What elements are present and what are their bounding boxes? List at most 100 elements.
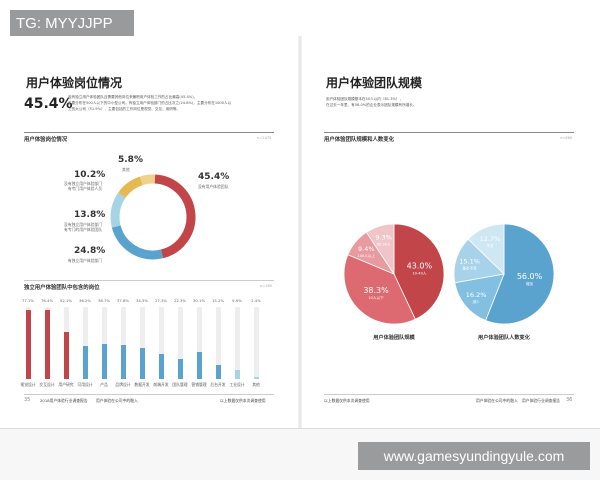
pie-slice-label: 基本不变: [462, 265, 477, 270]
pie-slice-label: 减少: [473, 299, 481, 304]
bar-track: [235, 307, 240, 379]
donut-segment: [118, 176, 143, 198]
donut-label-line: 没有独立用户体验部门: [64, 222, 102, 227]
bar-value-label: 76.4%: [40, 298, 54, 303]
pie-slice: [467, 223, 505, 275]
bar-category-label: 数据开发: [134, 382, 150, 387]
bar-track: [102, 307, 107, 379]
donut-section-title: 用户体验岗位情况: [24, 137, 68, 143]
footer-report: 用户体验行业调查报告: [522, 398, 560, 403]
bar-value-label: 52.1%: [59, 298, 73, 303]
donut-label-line: 有专门的用户体验团队: [64, 227, 102, 232]
donut-chart: [110, 174, 196, 260]
intro-line: 在过去一年里，有56.0%的企业表示团队规模有所增长。: [326, 103, 417, 107]
donut-label-line: 有专门用户体验人员: [67, 186, 102, 191]
bar-track: [140, 307, 145, 379]
bar-track: [178, 307, 183, 379]
bar-category-label: 品牌设计: [115, 382, 131, 387]
bar-category-label: 交互设计: [39, 382, 55, 387]
bar: [83, 346, 88, 379]
left-page-title: 用户体验岗位情况: [26, 76, 123, 90]
pie-slice-pct: 43.0%: [407, 261, 433, 270]
right-intro-paragraph: 用户体验团队规模基本在50人以内（81.3%）， 在过去一年里，有56.0%的企…: [326, 96, 486, 108]
bar: [102, 344, 107, 379]
pie-slice-pct: 56.0%: [517, 272, 543, 281]
donut-label-pct: 45.4%: [198, 172, 230, 182]
bar-track: [197, 307, 202, 379]
right-page-title: 用户体验团队规模: [326, 76, 423, 90]
donut-label-line: 没有独立用户体验部门: [64, 181, 102, 186]
pie-slice-pct: 15.1%: [459, 257, 480, 265]
pie-slice-label: 不变: [486, 243, 494, 248]
donut-segment: [110, 192, 126, 228]
pie-slice-label: 10人以下: [368, 295, 384, 300]
pie-slice: [453, 238, 505, 284]
bar-category-label: 后台开发: [210, 382, 226, 387]
bar-category-label: 团队管理: [172, 382, 188, 387]
bar-value-label: 34.3%: [135, 298, 149, 303]
section-rule: [24, 280, 274, 281]
pie-slice-label: 100人以上: [357, 253, 375, 258]
bar-value-label: 9.9%: [232, 298, 242, 303]
bars-section-title: 独立用户体验团队中包含的岗位: [24, 285, 100, 291]
pies-sample-size: n=860: [560, 136, 573, 140]
bar-value-label: 38.7%: [97, 298, 111, 303]
pie-slice-pct: 9.4%: [358, 245, 375, 253]
watermark-banner: www.gamesyundingyule.com: [358, 442, 590, 470]
donut-segment: [139, 174, 156, 186]
bar-value-label: 37.8%: [116, 298, 130, 303]
bar-category-label: 工业设计: [229, 382, 245, 387]
bar-category-label: 其他: [252, 382, 260, 387]
pie-slice: [343, 254, 416, 325]
donut-sample-size: n=2475: [257, 136, 272, 140]
bar: [140, 348, 145, 379]
intro-line: 上的大公司（51.9%），主要包括的工作岗位是视觉、交互、用研等。: [68, 107, 181, 111]
donut-label-pct: 5.8%: [118, 155, 143, 165]
bar-value-label: 2.4%: [251, 298, 261, 303]
footer-report: 2018用户体验行业调查报告: [40, 398, 88, 403]
headline-number: 45.4%: [24, 96, 73, 112]
bar: [64, 332, 69, 379]
bar: [235, 370, 240, 379]
pie-slice-pct: 12.7%: [480, 235, 501, 243]
section-rule: [24, 132, 274, 133]
footer-rule: [324, 394, 574, 395]
donut-segment: [111, 225, 164, 260]
footer-note: 以上数据仅供本次调查使用: [220, 398, 266, 403]
donut-label-pct: 13.8%: [74, 210, 106, 220]
bar: [178, 358, 183, 379]
donut-label-text: 没有用户体验团队: [198, 184, 229, 189]
team-size-pie-title: 用户体验团队规模: [373, 335, 415, 341]
bar-category-label: 产品: [100, 382, 108, 387]
bar: [26, 309, 31, 379]
page-number: 35: [24, 397, 31, 403]
bar-track: [254, 307, 259, 379]
bar: [216, 365, 221, 379]
bar-category-label: 用户研究: [58, 382, 74, 387]
bar-category-label: 营销管理: [191, 382, 207, 387]
bar-track: [159, 307, 164, 379]
left-intro-paragraph: 没有独立用户体验团队且需要其他岗位来兼职用户体验工作的占比最高(45.4%)， …: [68, 94, 284, 112]
bar-value-label: 36.2%: [78, 298, 92, 303]
bar-value-label: 30.1%: [192, 298, 206, 303]
section-rule: [324, 132, 574, 133]
pie-slice: [365, 223, 395, 276]
page-number: 36: [566, 397, 573, 403]
bar-value-label: 15.2%: [211, 298, 225, 303]
footer-note: 以上数据仅供本次调查使用: [324, 398, 370, 403]
bar-category-label: 可用设计: [77, 382, 93, 387]
bar-track: [64, 307, 69, 379]
team-change-pie: 56.0%增加 16.2%减少 15.1%基本不变 12.7%不变: [453, 223, 555, 325]
page-gutter: [298, 36, 302, 428]
donut-label-pct: 10.2%: [74, 170, 106, 180]
donut-label-text: 没有独立用户体验部门 有专门的用户体验团队: [54, 222, 102, 232]
donut-segment: [154, 174, 196, 259]
footer-chapter: 用户体验在公司中的融入: [476, 398, 518, 403]
bar-category-label: 视觉设计: [20, 382, 36, 387]
intro-line: 没有独立用户体验团队且需要其他岗位来兼职用户体验工作的占比最高(45.4%)，: [68, 95, 198, 99]
intro-line: 用户体验团队规模基本在50人以内（81.3%），: [326, 97, 404, 101]
bar-value-label: 22.3%: [173, 298, 187, 303]
bar: [197, 351, 202, 379]
pie-slice: [485, 223, 555, 325]
pies-section-title: 用户体验团队规模和人数变化: [324, 137, 395, 143]
